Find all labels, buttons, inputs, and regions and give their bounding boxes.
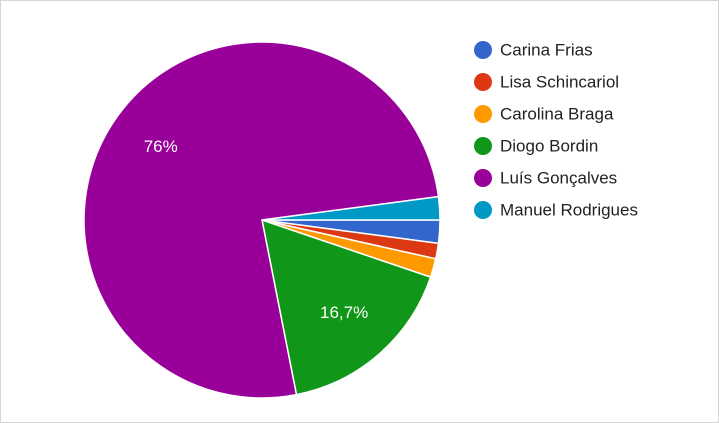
legend-swatch xyxy=(474,73,492,91)
pie-slice xyxy=(261,195,441,221)
legend-label: Manuel Rodrigues xyxy=(500,200,638,219)
legend-label: Lisa Schincariol xyxy=(500,72,619,91)
legend-label: Luís Gonçalves xyxy=(500,168,617,187)
slice-label: 76% xyxy=(144,137,178,156)
pie-slice xyxy=(261,218,432,396)
legend-label: Carolina Braga xyxy=(500,104,614,123)
legend-label: Diogo Bordin xyxy=(500,136,598,155)
legend-label: Carina Frias xyxy=(500,40,593,59)
legend-swatch xyxy=(474,41,492,59)
legend-swatch xyxy=(474,169,492,187)
legend-swatch xyxy=(474,137,492,155)
pie-slice xyxy=(83,41,440,399)
legend-swatch xyxy=(474,105,492,123)
legend-swatch xyxy=(474,201,492,219)
slice-label: 16,7% xyxy=(320,303,368,322)
